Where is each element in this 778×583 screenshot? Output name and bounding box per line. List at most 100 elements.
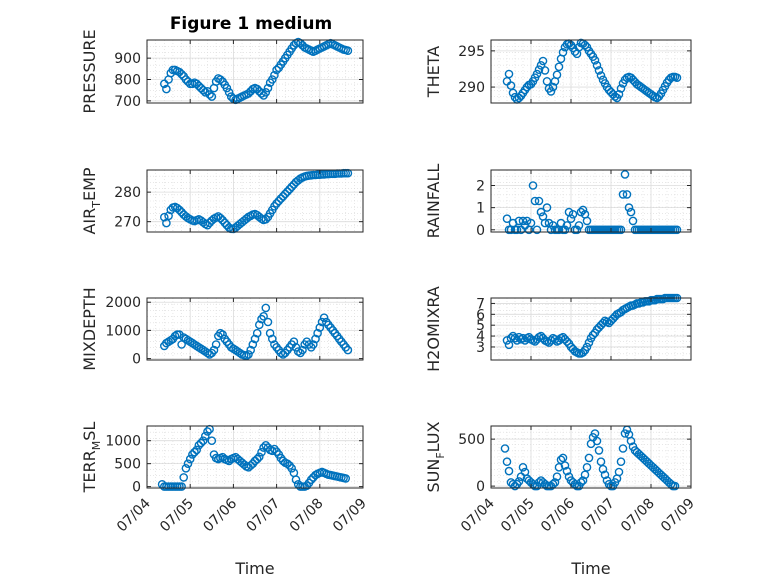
x-tick-label: 07/08 [287, 496, 327, 536]
data-point [261, 88, 271, 97]
data-point [518, 333, 528, 343]
data-point [267, 446, 277, 456]
axes-frame [146, 297, 364, 361]
data-point [220, 218, 230, 228]
figure-title: Figure 1 medium [170, 14, 332, 34]
y-tick-label: 4 [476, 329, 485, 345]
x-tick-label: 07/09 [658, 496, 698, 536]
y-axis-label: H2OMIXRA [424, 286, 443, 372]
y-tick-label: 1000 [105, 323, 141, 339]
data-point [343, 345, 353, 355]
subplot-air-temp: 270 280 AIRTEMP [80, 167, 364, 235]
axes-frame [146, 425, 364, 489]
data-point [198, 85, 208, 95]
data-point [598, 464, 608, 474]
data-point [246, 461, 255, 470]
data-point [248, 340, 258, 349]
y-tick-label: 0 [476, 479, 485, 495]
data-point [618, 444, 628, 453]
data-point [616, 457, 626, 467]
data-point [562, 221, 572, 230]
data-point [502, 214, 512, 223]
data-point [518, 462, 528, 472]
data-point [562, 337, 572, 346]
data-point [257, 447, 266, 457]
data-point [198, 436, 208, 446]
data-point [261, 440, 271, 450]
data-point [265, 328, 275, 338]
data-point [254, 320, 264, 330]
data-point [588, 330, 598, 340]
subplot-pressure: 700 800 900 PRESSURE [80, 29, 364, 114]
data-point [504, 466, 514, 476]
data-series [159, 303, 353, 361]
data-point [194, 81, 204, 91]
data-point [546, 225, 556, 235]
data-point [159, 79, 169, 89]
data-point [224, 456, 234, 466]
x-tick-label: 07/05 [157, 496, 197, 536]
data-series [502, 170, 682, 235]
data-point [530, 196, 540, 206]
data-point [218, 452, 227, 462]
data-point [540, 66, 550, 75]
y-tick-label: 2000 [105, 295, 141, 311]
data-point [216, 213, 225, 223]
data-point [278, 191, 288, 201]
data-point [192, 341, 201, 351]
data-point [614, 90, 624, 99]
y-tick-label: 1 [476, 201, 485, 217]
y-tick-label: 3 [476, 340, 485, 356]
y-tick-label: 0 [132, 480, 141, 496]
data-point [246, 345, 255, 355]
data-point [628, 216, 638, 226]
subplot-theta: 290 295 THETA [424, 38, 692, 104]
data-point [618, 190, 628, 199]
data-point [222, 83, 232, 93]
data-point [285, 184, 294, 194]
data-point [538, 56, 548, 66]
data-point [582, 216, 592, 226]
y-tick-label: 5 [476, 318, 485, 334]
data-point [216, 75, 225, 84]
data-point [203, 220, 212, 230]
y-tick-label: 6 [476, 307, 485, 323]
data-point [584, 338, 594, 347]
data-point [580, 40, 590, 50]
data-point [600, 470, 610, 480]
data-point [343, 46, 353, 56]
x-tick-label: 07/06 [200, 495, 240, 535]
data-point [572, 225, 582, 235]
data-point [291, 475, 301, 485]
data-point [278, 350, 288, 359]
data-point [582, 342, 592, 352]
axes-frame [146, 39, 364, 104]
data-point [580, 470, 590, 480]
data-point [274, 196, 284, 206]
data-point [504, 69, 514, 79]
data-point [162, 84, 171, 94]
data-point [170, 331, 180, 341]
data-point [514, 216, 524, 226]
subplot-rainfall: 0 1 2 RAINFALL [424, 164, 692, 239]
data-point [592, 436, 602, 446]
data-point [616, 84, 626, 93]
axes-frame [490, 425, 692, 489]
data-point [670, 481, 680, 491]
data-point [590, 56, 600, 65]
data-point [626, 436, 636, 446]
data-point [200, 431, 210, 441]
data-point [272, 65, 281, 75]
data-point [616, 225, 626, 235]
y-ticks: 0 1 2 [476, 179, 691, 239]
data-point [502, 457, 512, 467]
subplot-terr-msl: 0 500 1000 07/04 07/05 07/06 07/07 07/08 07/09 TE… [80, 422, 370, 578]
data-point [594, 66, 604, 75]
x-axis-label: Time [570, 559, 610, 578]
data-point [263, 83, 273, 93]
data-point [510, 92, 520, 102]
y-tick-label: 900 [114, 51, 141, 67]
data-point [319, 313, 329, 323]
data-point [508, 88, 518, 98]
data-point [203, 427, 212, 436]
